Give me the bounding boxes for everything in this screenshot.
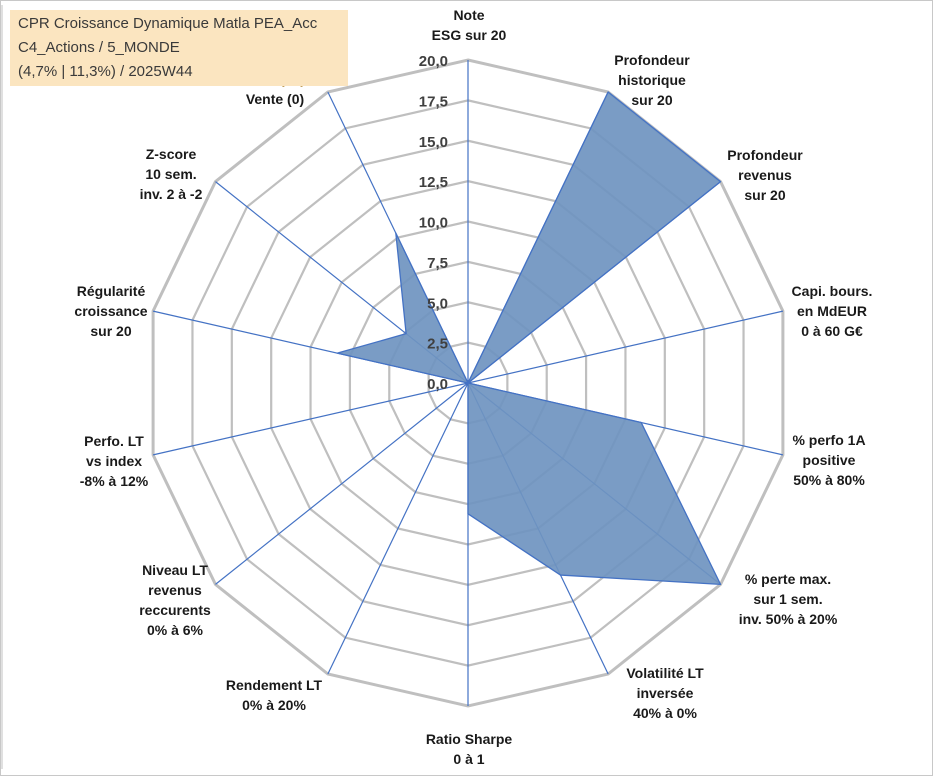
radial-tick-label: 12,5 — [419, 174, 448, 191]
axis-label-line: 50% à 80% — [793, 472, 865, 488]
radial-tick-labels: 0,0 2,5 5,0 7,5 10,0 12,5 15,0 17,5 20,0 — [419, 53, 448, 393]
axis-spoke — [327, 382, 469, 675]
radial-tick-label: 15,0 — [419, 134, 448, 151]
series-area — [336, 91, 722, 586]
chart-title-box: CPR Croissance Dynamique Matla PEA_Acc C… — [10, 10, 348, 86]
radial-tick-label: 7,5 — [427, 255, 448, 272]
axis-labels: Note ESG sur 20 Profondeur historique sur 20… — [74, 7, 872, 767]
axis-label-line: croissance — [74, 303, 147, 319]
axis-label-line: revenus — [148, 582, 202, 598]
chart-title-line-2: C4_Actions / 5_MONDE — [18, 39, 180, 56]
chart-title-line-1: CPR Croissance Dynamique Matla PEA_Acc — [18, 15, 318, 32]
axis-label-line: Volatilité LT — [626, 665, 704, 681]
axis-label-line: sur 1 sem. — [753, 591, 822, 607]
axis-label-line: -8% à 12% — [80, 473, 149, 489]
axis-label-line: Note — [453, 7, 484, 23]
radial-tick-label: 17,5 — [419, 93, 448, 110]
axis-label-line: % perfo 1A — [792, 432, 865, 448]
radial-tick-label: 20,0 — [419, 53, 448, 70]
axis-label-line: inv. 50% à 20% — [739, 611, 838, 627]
axis-label-line: Profondeur — [727, 147, 803, 163]
axis-label-line: 10 sem. — [145, 166, 196, 182]
axis-label-line: % perte max. — [745, 571, 831, 587]
radar-series — [336, 91, 722, 586]
axis-label-line: en MdEUR — [797, 303, 867, 319]
axis-spoke — [215, 382, 469, 585]
axis-label-line: reccurents — [139, 602, 211, 618]
scrollbar[interactable] — [0, 0, 4, 774]
axis-label-line: Niveau LT — [142, 562, 208, 578]
axis-label-line: sur 20 — [744, 187, 785, 203]
axis-spoke — [152, 382, 469, 456]
radial-tick-label: 0,0 — [427, 376, 448, 393]
axis-spoke — [467, 310, 784, 384]
radial-tick-label: 10,0 — [419, 215, 448, 232]
axis-label-line: Profondeur — [614, 52, 690, 68]
axis-label-line: vs index — [86, 453, 142, 469]
chart-title-line-3: (4,7% | 11,3%) / 2025W44 — [18, 63, 193, 80]
axis-label-line: 0 à 60 G€ — [801, 323, 863, 339]
axis-label-line: Rendement LT — [226, 677, 323, 693]
axis-label-line: inversée — [637, 685, 694, 701]
radial-tick-label: 2,5 — [427, 336, 448, 353]
axis-label-line: Z-score — [146, 146, 197, 162]
axis-label-line: positive — [803, 452, 856, 468]
axis-label-line: Capi. bours. — [792, 283, 873, 299]
axis-label-line: Régularité — [77, 283, 146, 299]
axis-label-line: sur 20 — [631, 92, 672, 108]
axis-label-line: 40% à 0% — [633, 705, 697, 721]
axis-label-line: inv. 2 à -2 — [140, 186, 203, 202]
axis-label-line: Ratio Sharpe — [426, 731, 513, 747]
axis-label-line: historique — [618, 72, 686, 88]
axis-label-line: 0 à 1 — [453, 751, 484, 767]
axis-label-line: Vente (0) — [246, 91, 304, 107]
axis-label-line: 0% à 6% — [147, 622, 204, 638]
axis-label-line: ESG sur 20 — [432, 27, 507, 43]
axis-label-line: Perfo. LT — [84, 433, 144, 449]
axis-label-line: 0% à 20% — [242, 697, 306, 713]
radial-tick-label: 5,0 — [427, 295, 448, 312]
axis-label-line: revenus — [738, 167, 792, 183]
axis-label-line: sur 20 — [90, 323, 131, 339]
